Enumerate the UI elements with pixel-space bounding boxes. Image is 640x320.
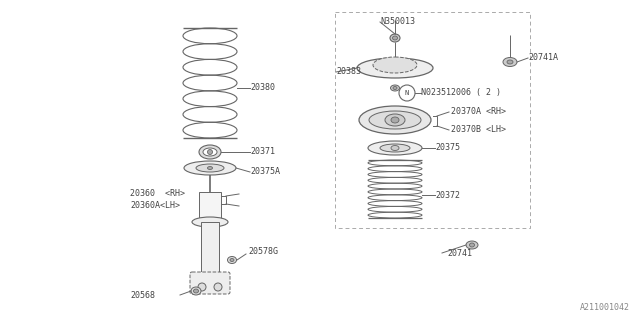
Ellipse shape [391,146,399,150]
Ellipse shape [203,148,217,156]
Bar [199,192,221,222]
Text: 20372: 20372 [435,190,460,199]
Text: N: N [405,90,409,96]
Ellipse shape [192,217,228,227]
Ellipse shape [392,36,397,40]
Text: 20380: 20380 [250,84,275,92]
Ellipse shape [470,243,474,247]
Ellipse shape [184,161,236,175]
Text: 20741A: 20741A [528,53,558,62]
Ellipse shape [503,58,517,67]
Ellipse shape [369,111,421,129]
Ellipse shape [230,259,234,261]
Text: 20370B <LH>: 20370B <LH> [451,125,506,134]
Text: 20375A: 20375A [250,167,280,177]
Ellipse shape [193,289,198,293]
Text: 20383: 20383 [336,68,361,76]
Text: 20360  <RH>: 20360 <RH> [130,189,185,198]
Ellipse shape [227,257,237,263]
Ellipse shape [199,145,221,159]
Ellipse shape [380,144,410,152]
Ellipse shape [390,34,400,42]
Text: 20360A<LH>: 20360A<LH> [130,202,180,211]
Ellipse shape [466,241,478,249]
FancyBboxPatch shape [190,272,230,294]
Ellipse shape [196,164,224,172]
Ellipse shape [393,86,397,90]
Ellipse shape [389,64,401,72]
Ellipse shape [373,57,417,73]
Text: 20578G: 20578G [248,247,278,257]
Text: 20375: 20375 [435,143,460,153]
Ellipse shape [357,58,433,78]
Text: 20741: 20741 [447,249,472,258]
Ellipse shape [207,149,212,155]
Text: A211001042: A211001042 [580,303,630,312]
Ellipse shape [191,287,201,295]
Ellipse shape [198,283,206,291]
Text: 20371: 20371 [250,148,275,156]
Ellipse shape [507,60,513,64]
Bar [201,222,219,274]
Ellipse shape [214,283,222,291]
Text: 20568: 20568 [130,291,155,300]
Ellipse shape [391,117,399,123]
Ellipse shape [385,114,405,126]
Text: N350013: N350013 [380,18,415,27]
Text: 20370A <RH>: 20370A <RH> [451,108,506,116]
Ellipse shape [359,106,431,134]
Ellipse shape [207,166,212,170]
Ellipse shape [390,85,399,91]
Ellipse shape [368,141,422,155]
Text: N023512006 ( 2 ): N023512006 ( 2 ) [421,89,501,98]
